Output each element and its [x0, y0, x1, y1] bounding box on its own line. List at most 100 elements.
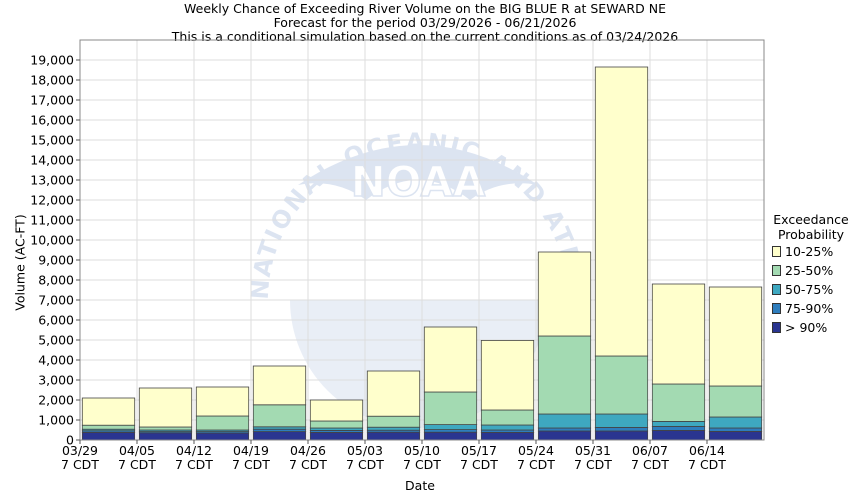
bar-segment	[651, 429, 706, 441]
x-tick-label-date: 04/12	[176, 443, 212, 458]
legend-item: 25-50%	[772, 261, 850, 280]
bar-segment	[708, 385, 763, 418]
bar-segment	[594, 430, 649, 441]
x-tick-label-time: 7 CDT	[175, 457, 213, 472]
bar-segment	[366, 426, 421, 431]
bar-segment	[651, 425, 706, 431]
y-tick-label: 0	[66, 433, 74, 448]
legend-item: 50-75%	[772, 280, 850, 299]
x-tick-label-date: 05/24	[518, 443, 554, 458]
bar-segment	[309, 420, 364, 429]
x-tick-label-time: 7 CDT	[118, 457, 156, 472]
chart-bars	[81, 66, 763, 441]
y-tick-label: 7,000	[38, 293, 74, 308]
bar-segment	[138, 426, 193, 431]
y-tick-label: 13,000	[30, 173, 74, 188]
x-tick-label-date: 03/29	[62, 443, 98, 458]
y-tick-label: 14,000	[30, 153, 74, 168]
y-tick-label: 15,000	[30, 133, 74, 148]
chart-subtitle-period: Forecast for the period 03/29/2026 - 06/…	[273, 15, 577, 30]
legend-title-line2: Probability	[777, 227, 845, 242]
bar-segment	[651, 420, 706, 427]
x-tick-label-date: 05/17	[461, 443, 497, 458]
legend-label: 10-25%	[785, 244, 834, 259]
x-tick-label-date: 05/03	[347, 443, 383, 458]
bar-segment	[537, 430, 592, 441]
y-tick-label: 11,000	[30, 213, 74, 228]
bar-segment	[138, 432, 193, 441]
bar-segment	[708, 430, 763, 441]
bar-segment	[252, 431, 307, 441]
legend-swatch	[772, 284, 781, 295]
y-tick-label: 19,000	[30, 53, 74, 68]
y-tick-label: 18,000	[30, 73, 74, 88]
bar-segment	[537, 413, 592, 429]
bar-segment	[651, 283, 706, 385]
x-tick-label-time: 7 CDT	[61, 457, 99, 472]
bar-segment	[252, 404, 307, 428]
legend-label: 50-75%	[785, 282, 834, 297]
x-tick-label-date: 04/05	[119, 443, 155, 458]
bar-segment	[480, 339, 535, 411]
x-axis-label: Date	[405, 478, 435, 493]
x-tick-label-time: 7 CDT	[289, 457, 327, 472]
bar-segment	[366, 415, 421, 428]
x-tick-label-time: 7 CDT	[232, 457, 270, 472]
y-tick-label: 6,000	[38, 313, 74, 328]
y-tick-label: 16,000	[30, 113, 74, 128]
bar-segment	[708, 427, 763, 432]
bar-segment	[423, 391, 478, 425]
bar-segment	[195, 386, 250, 417]
x-tick-label-date: 04/26	[290, 443, 326, 458]
legend-swatch	[772, 322, 781, 333]
y-tick-label: 12,000	[30, 193, 74, 208]
x-tick-label-time: 7 CDT	[631, 457, 669, 472]
y-tick-label: 3,000	[38, 373, 74, 388]
bar-segment	[81, 424, 136, 430]
bar-segment	[480, 424, 535, 431]
x-tick-label-time: 7 CDT	[346, 457, 384, 472]
watermark-ring-text: NATIONAL OCEANIC AND ATMOSPHERIC ADMINIS…	[0, 0, 590, 300]
y-tick-label: 10,000	[30, 233, 74, 248]
y-tick-label: 17,000	[30, 93, 74, 108]
legend-swatch	[772, 303, 781, 314]
bar-segment	[423, 326, 478, 393]
y-tick-label: 8,000	[38, 273, 74, 288]
bar-segment	[309, 399, 364, 422]
bar-segment	[480, 431, 535, 441]
x-tick-label-time: 7 CDT	[403, 457, 441, 472]
chart-title: Weekly Chance of Exceeding River Volume …	[184, 1, 666, 16]
bar-segment	[366, 370, 421, 417]
x-tick-label-date: 06/07	[632, 443, 668, 458]
legend-label: 75-90%	[785, 301, 834, 316]
legend-label: > 90%	[785, 320, 828, 335]
bar-segment	[594, 413, 649, 428]
y-tick-label: 4,000	[38, 353, 74, 368]
x-tick-label-date: 06/14	[689, 443, 725, 458]
x-tick-label-time: 7 CDT	[460, 457, 498, 472]
bar-segment	[594, 426, 649, 432]
legend-item: 75-90%	[772, 299, 850, 318]
bar-segment	[537, 427, 592, 432]
x-tick-label-time: 7 CDT	[517, 457, 555, 472]
y-tick-label: 2,000	[38, 393, 74, 408]
watermark-logo-text: NOAA	[351, 157, 486, 206]
y-axis: 0 1,000 2,000 3,000 4,000 5,000 6,000 7,000 8,00…	[30, 53, 80, 448]
bar-segment	[594, 66, 649, 357]
bar-segment	[594, 355, 649, 415]
bar-segment	[309, 431, 364, 441]
y-axis-label: Volume (AC-FT)	[12, 214, 28, 311]
legend-item: > 90%	[772, 318, 850, 337]
bar-segment	[81, 397, 136, 426]
legend: Exceedance Probability 10-25% 25-50% 50-75…	[772, 212, 850, 337]
legend-swatch	[772, 265, 781, 276]
y-tick-label: 5,000	[38, 333, 74, 348]
bar-segment	[81, 431, 136, 441]
bar-segment	[651, 383, 706, 422]
legend-title-line1: Exceedance	[773, 212, 849, 227]
bar-segment	[423, 424, 478, 431]
bar-segment	[366, 431, 421, 441]
bar-segment	[708, 286, 763, 387]
x-tick-label-date: 04/19	[233, 443, 269, 458]
bar-segment	[252, 365, 307, 406]
